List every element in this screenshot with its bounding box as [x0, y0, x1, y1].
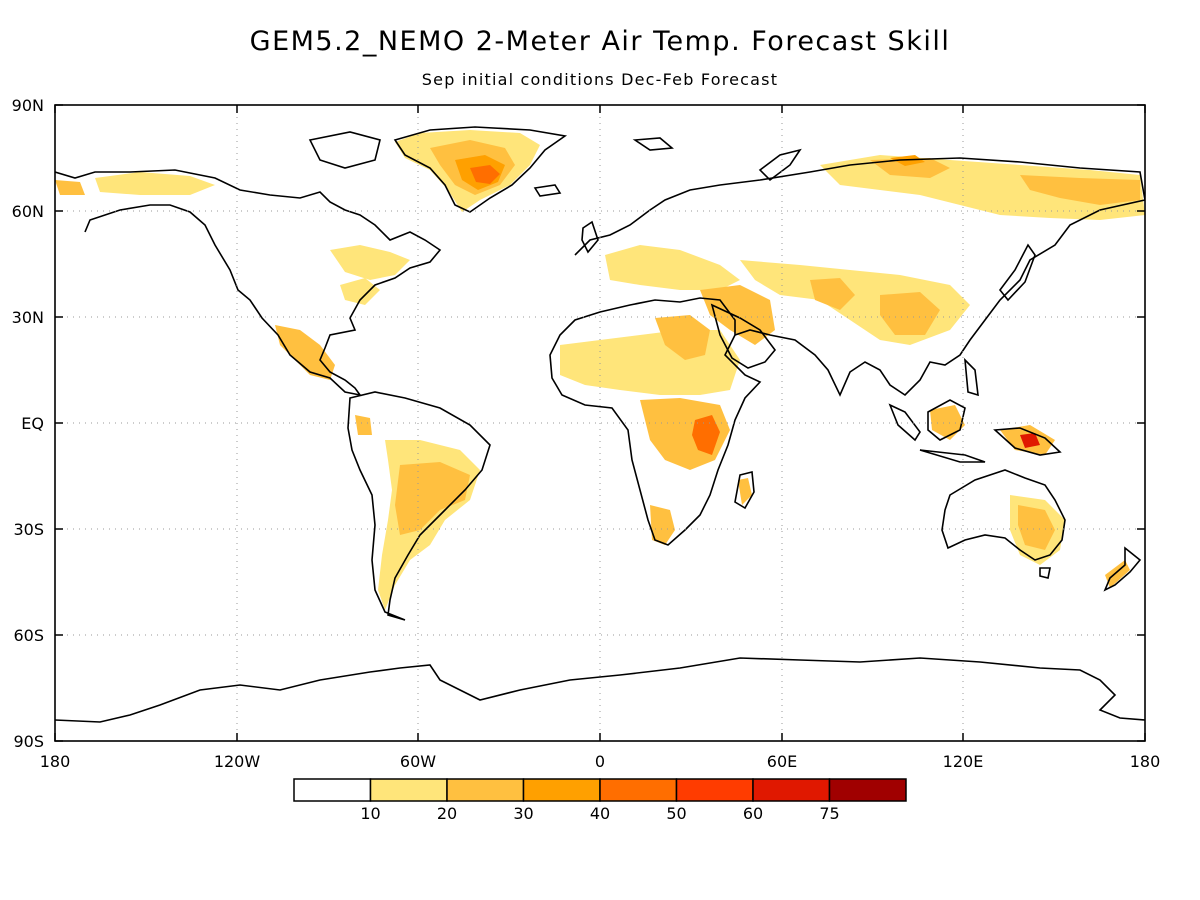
colorbar-swatch: [446, 778, 525, 802]
colorbar-swatch: [522, 778, 601, 802]
lat-label-60n: 60N: [12, 202, 44, 221]
shade-brazil: [395, 462, 470, 535]
colorbar-swatch: [369, 778, 448, 802]
coast-tasmania: [1039, 567, 1051, 579]
lon-label-180w: 180: [40, 752, 71, 771]
colorbar-label: 50: [666, 804, 686, 823]
lat-label-30s: 30S: [13, 520, 44, 539]
coast-africa: [549, 297, 762, 546]
gridlines: [55, 105, 1145, 741]
lat-label-90n: 90N: [12, 96, 44, 115]
colorbar-swatch: [752, 778, 831, 802]
coast-japan: [998, 243, 1036, 302]
colorbar-label: 30: [513, 804, 533, 823]
lon-label-180e: 180: [1130, 752, 1161, 771]
lon-label-60e: 60E: [767, 752, 797, 771]
shade-peru: [355, 415, 372, 435]
shade-alaska: [95, 172, 215, 195]
coast-borneo: [927, 399, 966, 441]
colorbar-swatch: [293, 778, 372, 802]
colorbar-label: 60: [743, 804, 763, 823]
lon-label-60w: 60W: [400, 752, 436, 771]
colorbar-label: 75: [819, 804, 839, 823]
shade-madagascar: [738, 478, 752, 505]
coast-philippines: [963, 357, 979, 397]
shade-australia-core: [1018, 505, 1055, 550]
colorbar-swatch: [828, 778, 907, 802]
coast-java: [919, 449, 986, 463]
lon-axis: [54, 105, 1146, 741]
coast-antarctica: [55, 657, 1145, 723]
coast-new-zealand: [1103, 546, 1142, 592]
colorbar: 10 20 30 40 50 60 75: [293, 778, 907, 823]
coast-europe: [574, 157, 1145, 397]
coast-arctic-canada: [308, 131, 381, 169]
shade-far-west: [55, 180, 85, 195]
colorbar-label: 10: [360, 804, 380, 823]
shade-egypt: [655, 315, 710, 360]
coast-greenland: [393, 126, 568, 213]
coast-madagascar: [734, 470, 755, 510]
lon-label-0: 0: [595, 752, 605, 771]
colorbar-label: 20: [437, 804, 457, 823]
coast-britain: [581, 220, 599, 254]
lon-label-120e: 120E: [943, 752, 984, 771]
shade-kazakh: [810, 278, 855, 310]
shade-siberia-east: [1020, 175, 1140, 205]
lat-label-30n: 30N: [12, 308, 44, 327]
shade-greenland-max: [470, 165, 500, 184]
coast-arabia: [710, 303, 777, 369]
colorbar-swatch: [599, 778, 678, 802]
lon-label-120w: 120W: [214, 752, 261, 771]
coast-south-america: [347, 391, 491, 621]
shade-europe: [605, 245, 740, 290]
shade-tibet: [880, 292, 940, 335]
coast-new-guinea: [993, 427, 1062, 456]
shade-east-africa-core: [692, 415, 720, 455]
shade-us-east: [340, 278, 380, 305]
shade-new-guinea-max: [1020, 433, 1040, 448]
coast-novaya-zemlya: [758, 148, 802, 182]
chart-title: GEM5.2_NEMO 2-Meter Air Temp. Forecast S…: [249, 26, 951, 57]
lat-label-eq: EQ: [21, 414, 44, 433]
coast-iceland: [533, 184, 562, 197]
coast-sumatra: [888, 403, 921, 442]
shade-mexico: [275, 325, 335, 380]
shade-canada: [330, 245, 410, 280]
coastlines: [55, 126, 1145, 723]
lat-label-90s: 90S: [13, 732, 44, 751]
coast-north-america: [55, 169, 442, 397]
skill-shading: [55, 130, 1145, 610]
lat-label-60s: 60S: [13, 626, 44, 645]
coast-australia: [941, 469, 1066, 561]
shade-south-africa: [650, 505, 675, 545]
lat-axis: [55, 104, 1145, 742]
shade-siberia-core: [870, 158, 950, 178]
chart-subtitle: Sep initial conditions Dec-Feb Forecast: [421, 70, 779, 89]
colorbar-label: 40: [590, 804, 610, 823]
coast-svalbard: [632, 137, 674, 151]
colorbar-swatch: [675, 778, 754, 802]
